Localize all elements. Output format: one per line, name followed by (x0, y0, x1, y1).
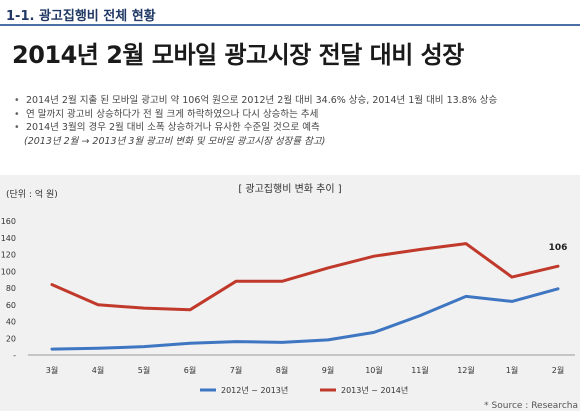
title-divider (0, 24, 580, 26)
page-headline: 2014년 2월 모바일 광고시장 전달 대비 성장 (12, 41, 464, 69)
legend-label: 2012년 ~ 2013년 (221, 385, 288, 395)
x-tick-label: 2월 (552, 365, 564, 375)
bullet-item: • 2014년 2월 지출 된 모바일 광고비 약 106억 원으로 2012년 … (14, 94, 574, 108)
reference-note: (2013년 2월 → 2013년 3월 광고비 변화 및 모바일 광고시장 성… (24, 135, 326, 147)
y-tick-label: - (13, 351, 16, 360)
x-tick-label: 10월 (365, 365, 383, 375)
y-tick-label: 40 (6, 318, 16, 327)
bullet-text: 2014년 2월 지출 된 모바일 광고비 약 106억 원으로 2012년 2… (26, 95, 498, 106)
chart-title: [ 광고집행비 변화 추이 ] (238, 183, 341, 195)
bullet-dot-icon: • (14, 95, 20, 106)
bullet-text: 2014년 3월의 경우 2월 대비 소폭 상승하거나 유사한 수준일 것으로 … (26, 122, 320, 133)
ad-spend-line-chart: [ 광고집행비 변화 추이 ] (단위 : 억 원) - 20 40 60 80 100 1… (1, 183, 578, 411)
y-tick-label: 80 (6, 284, 16, 293)
series-line-1 (50, 287, 560, 351)
y-tick-label: 60 (6, 301, 16, 310)
y-tick-label: 20 (6, 334, 16, 343)
x-tick-label: 12월 (457, 365, 475, 375)
x-tick-label: 4월 (92, 365, 104, 375)
series-line-2 (50, 242, 560, 312)
x-tick-label: 5월 (138, 365, 150, 375)
x-tick-label: 7월 (230, 365, 242, 375)
legend-label: 2013년 ~ 2014년 (341, 385, 408, 395)
bullet-dot-icon: • (14, 122, 20, 133)
y-tick-label: 160 (1, 217, 16, 226)
section-title: 1-1. 광고집행비 전체 현황 (6, 9, 156, 24)
x-tick-label: 3월 (46, 365, 58, 375)
x-tick-label: 6월 (184, 365, 196, 375)
bullet-text: 연 말까지 광고비 상승하다가 전 월 크게 하락하였으나 다시 상승하는 추세 (26, 108, 319, 120)
summary-bullets: • 2014년 2월 지출 된 모바일 광고비 약 106억 원으로 2012년 … (14, 94, 574, 148)
chart-background (0, 175, 580, 411)
bullet-dot-icon: • (14, 108, 20, 120)
x-tick-label: 9월 (322, 365, 334, 375)
x-tick-label: 1월 (506, 365, 518, 375)
data-label: 106 (549, 243, 568, 253)
bullet-item: • 2014년 3월의 경우 2월 대비 소폭 상승하거나 유사한 수준일 것으로… (14, 121, 574, 135)
bullet-item: • 연 말까지 광고비 상승하다가 전 월 크게 하락하였으나 다시 상승하는 추… (14, 108, 574, 122)
y-tick-label: 140 (1, 234, 16, 243)
x-tick-label: 8월 (276, 365, 288, 375)
x-tick-label: 11월 (411, 365, 429, 375)
unit-label: (단위 : 억 원) (6, 188, 58, 200)
y-tick-label: 120 (1, 251, 16, 260)
source-note: * Source : Researcha (484, 401, 578, 411)
y-tick-label: 100 (1, 267, 16, 276)
